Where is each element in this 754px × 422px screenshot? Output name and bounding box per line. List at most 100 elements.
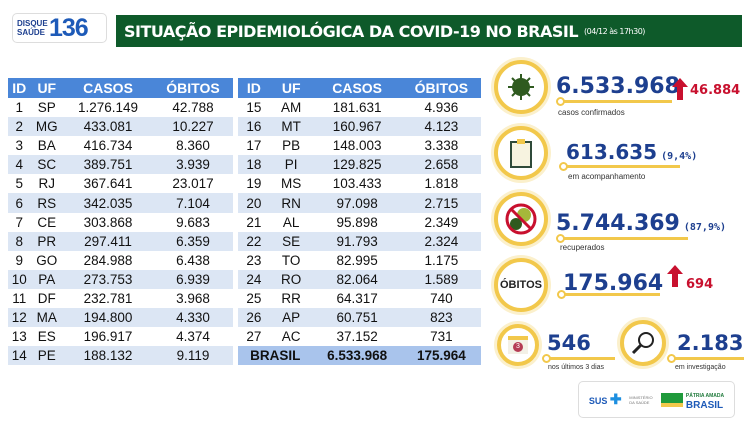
deaths-increase: 694 <box>686 277 714 292</box>
table-row: 3 BA 416.734 8.360 <box>8 136 233 155</box>
table-cell: 42.788 <box>172 100 214 116</box>
magnifier-icon <box>631 332 654 355</box>
table-cell: 232.781 <box>83 290 133 306</box>
column-header: CASOS <box>312 78 402 98</box>
table-cell: 23 <box>246 252 262 268</box>
table-cell: 17 <box>246 138 262 154</box>
table-cell: PR <box>30 231 64 251</box>
table-cell: 416.734 <box>83 138 133 154</box>
table-cell: 4.936 <box>424 100 459 116</box>
table-cell: SP <box>37 100 56 116</box>
logo-line2: SAÚDE <box>17 28 46 37</box>
table-cell: 22 <box>238 231 270 251</box>
clipboard-icon <box>510 139 532 168</box>
table-row: 27 AC 37.152 731 <box>238 327 481 346</box>
disque-saude-logo: DISQUE SAÚDE 136 <box>12 13 107 43</box>
recent-deaths-value: 546 <box>547 331 591 355</box>
table-cell: 9.683 <box>176 214 210 230</box>
table-cell: 4.123 <box>401 117 481 137</box>
table-cell: AL <box>282 214 300 230</box>
table-cell: 303.868 <box>83 214 133 230</box>
table-cell: 23.017 <box>172 176 214 192</box>
table-row: 5 RJ 367.641 23.017 <box>8 174 233 193</box>
table-row: 15 AM 181.631 4.936 <box>238 98 481 117</box>
table-cell: 4.374 <box>176 329 210 345</box>
table-row: 8 PR 297.411 6.359 <box>8 231 233 251</box>
deaths-badge: ÓBITOS <box>494 258 548 312</box>
table-row: 21 AL 95.898 2.349 <box>238 213 481 232</box>
monitoring-value: 613.635 (9,4%) <box>566 140 698 164</box>
table-cell: 25 <box>246 290 262 306</box>
investigation-value: 2.183 <box>677 331 744 355</box>
table-cell: TO <box>281 252 301 268</box>
virus-icon <box>508 74 534 100</box>
table-cell: 14 <box>8 346 31 366</box>
table-row: 9 GO 284.988 6.438 <box>8 251 233 270</box>
table-cell: MG <box>30 117 64 137</box>
table-cell: 2 <box>8 117 31 137</box>
table-cell: RN <box>269 193 313 213</box>
confirmed-value: 6.533.968 <box>556 74 680 99</box>
investigation-label: em investigação <box>675 364 726 371</box>
table-cell: 188.132 <box>63 346 153 366</box>
table-cell: SC <box>30 155 64 175</box>
table-cell: 15 <box>246 100 262 116</box>
total-casos: 6.533.968 <box>312 346 402 366</box>
calendar-day: 3 <box>513 342 523 352</box>
table-cell: 4 <box>8 155 31 175</box>
table-row: 12 MA 194.800 4.330 <box>8 308 233 328</box>
virus-icon-circle <box>494 60 548 114</box>
table-cell: 740 <box>430 290 453 306</box>
monitoring-label: em acompanhamento <box>568 172 646 181</box>
table-cell: 1.589 <box>401 269 481 289</box>
footer-logos: SUS ✚ MINISTÉRIO DA SAÚDE PÁTRIA AMADA BR… <box>578 381 735 418</box>
column-header: UF <box>269 78 313 98</box>
table-cell: 6.939 <box>152 269 233 289</box>
table-cell: 148.003 <box>332 138 382 154</box>
table-cell: 3.968 <box>176 290 210 306</box>
table-row: 1 SP 1.276.149 42.788 <box>8 98 233 117</box>
table-cell: 7.104 <box>152 193 233 213</box>
table-cell: AC <box>281 329 301 345</box>
brasil-logo: PÁTRIA AMADA BRASIL <box>660 389 724 411</box>
recovered-label: recuperados <box>560 243 605 252</box>
table-cell: 342.035 <box>63 193 153 213</box>
table-cell: 2.324 <box>401 231 481 251</box>
recent-deaths-label: nos últimos 3 dias <box>548 364 605 371</box>
table-cell: 3.939 <box>152 155 233 175</box>
table-cell: 18 <box>238 155 270 175</box>
table-row: 14 PE 188.132 9.119 <box>8 346 233 366</box>
table-cell: PE <box>30 346 64 366</box>
table-cell: 82.064 <box>312 269 402 289</box>
table-row: 7 CE 303.868 9.683 <box>8 213 233 232</box>
table-cell: 60.751 <box>312 308 402 328</box>
table-cell: 10.227 <box>152 117 233 137</box>
table-cell: 2.658 <box>401 155 481 175</box>
table-cell: 1.175 <box>424 252 459 268</box>
table-cell: 1.818 <box>424 176 459 192</box>
table-cell: 82.995 <box>336 252 378 268</box>
table-cell: 181.631 <box>332 100 382 116</box>
table-cell: 389.751 <box>63 155 153 175</box>
table-row: 18 PI 129.825 2.658 <box>238 155 481 175</box>
table-cell: 1.276.149 <box>77 100 139 116</box>
table-cell: SE <box>269 231 313 251</box>
table-cell: RS <box>30 193 64 213</box>
table-cell: DF <box>37 290 56 306</box>
table-cell: 273.753 <box>63 269 153 289</box>
table-cell: 2.715 <box>401 193 481 213</box>
column-header: ID <box>8 78 31 98</box>
table-cell: 194.800 <box>63 308 153 328</box>
total-label: BRASIL <box>238 346 313 366</box>
table-cell: 4.330 <box>152 308 233 328</box>
magnifier-icon-circle <box>620 320 666 366</box>
table-cell: RR <box>281 290 301 306</box>
table-row: 19 MS 103.433 1.818 <box>238 174 481 193</box>
table-cell: 9.119 <box>152 346 233 366</box>
column-header: ÓBITOS <box>152 78 233 98</box>
table-cell: 367.641 <box>83 176 133 192</box>
table-row: 6 RS 342.035 7.104 <box>8 193 233 213</box>
table-cell: RJ <box>38 176 56 192</box>
table-cell: 3 <box>15 138 23 154</box>
table-cell: 196.917 <box>83 329 133 345</box>
